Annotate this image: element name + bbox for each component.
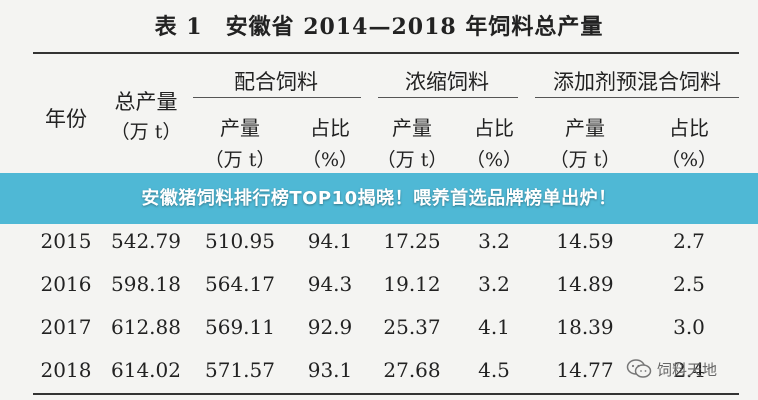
- table-row: 2015 542.79 510.95 94.1 17.25 3.2 14.59 …: [0, 229, 758, 269]
- table-row: 2017 612.88 569.11 92.9 25.37 4.1 18.39 …: [0, 315, 758, 355]
- cell-premix-output: 14.89: [556, 272, 614, 296]
- header-premix-share-unit: （%）: [660, 149, 718, 171]
- cell-premix-share: 2.5: [673, 272, 705, 296]
- cell-premix-output: 14.77: [556, 358, 614, 382]
- header-compound-output: 产量: [220, 116, 260, 140]
- header-premix-output-unit: （万 t）: [549, 149, 621, 171]
- cell-concentrate-share: 3.2: [478, 272, 510, 296]
- header-concentrate-share: 占比: [474, 116, 514, 140]
- table-top-rule: [33, 52, 739, 54]
- table-row: 2018 614.02 571.57 93.1 27.68 4.5 14.77 …: [0, 358, 758, 398]
- header-concentrate-output: 产量: [392, 116, 432, 140]
- cell-concentrate-share: 3.2: [478, 229, 510, 253]
- cell-year: 2016: [40, 272, 92, 296]
- cell-total: 598.18: [111, 272, 181, 296]
- group-underline-premix: [535, 97, 739, 98]
- watermark: 饲料天地: [626, 356, 717, 382]
- cell-concentrate-share: 4.5: [478, 358, 510, 382]
- cell-compound-share: 93.1: [307, 358, 353, 382]
- group-underline-compound: [193, 97, 361, 98]
- header-premix-output: 产量: [565, 116, 605, 140]
- cell-compound-share: 94.1: [307, 229, 353, 253]
- header-group-compound: 配合饲料: [234, 70, 318, 94]
- cell-concentrate-output: 27.68: [383, 358, 441, 382]
- cell-concentrate-share: 4.1: [478, 315, 510, 339]
- cell-premix-share: 2.4: [673, 358, 705, 382]
- cell-total: 542.79: [111, 229, 181, 253]
- header-concentrate-share-unit: （%）: [465, 149, 523, 171]
- table-bottom-rule: [33, 393, 739, 395]
- cell-compound-output: 510.95: [205, 229, 275, 253]
- header-total-line1: 总产量: [114, 90, 178, 114]
- cell-premix-output: 18.39: [556, 315, 614, 339]
- wechat-logo-icon: [626, 359, 652, 378]
- header-compound-share: 占比: [310, 116, 350, 140]
- cell-concentrate-output: 17.25: [383, 229, 441, 253]
- cell-compound-output: 571.57: [205, 358, 275, 382]
- cell-total: 614.02: [111, 358, 181, 382]
- header-compound-share-unit: （%）: [301, 149, 359, 171]
- table-row: 2016 598.18 564.17 94.3 19.12 3.2 14.89 …: [0, 272, 758, 312]
- cell-year: 2015: [40, 229, 92, 253]
- cell-premix-share: 2.7: [673, 229, 705, 253]
- cell-premix-output: 14.59: [556, 229, 614, 253]
- cell-concentrate-output: 25.37: [383, 315, 441, 339]
- cell-concentrate-output: 19.12: [383, 272, 441, 296]
- cell-premix-share: 3.0: [673, 315, 705, 339]
- group-underline-concentrate: [378, 97, 518, 98]
- header-group-premix: 添加剂预混合饲料: [553, 70, 721, 94]
- cell-compound-output: 564.17: [205, 272, 275, 296]
- header-concentrate-output-unit: （万 t）: [376, 149, 448, 171]
- promo-banner-text[interactable]: 安徽猪饲料排行榜TOP10揭晓！喂养首选品牌榜单出炉！: [141, 188, 617, 209]
- cell-year: 2018: [40, 358, 92, 382]
- cell-compound-output: 569.11: [205, 315, 275, 339]
- watermark-text: 饲料天地: [657, 360, 718, 379]
- cell-compound-share: 94.3: [307, 272, 353, 296]
- header-group-concentrate: 浓缩饲料: [405, 70, 489, 94]
- cell-compound-share: 92.9: [307, 315, 353, 339]
- cell-total: 612.88: [111, 315, 181, 339]
- header-total-line2: （万 t）: [110, 121, 182, 143]
- header-compound-output-unit: （万 t）: [204, 149, 276, 171]
- cell-year: 2017: [40, 315, 92, 339]
- table-title: 表 1 安徽省 2014—2018 年饲料总产量: [154, 14, 604, 40]
- header-premix-share: 占比: [669, 116, 709, 140]
- promo-banner[interactable]: 安徽猪饲料排行榜TOP10揭晓！喂养首选品牌榜单出炉！: [0, 173, 758, 224]
- header-year: 年份: [45, 107, 87, 131]
